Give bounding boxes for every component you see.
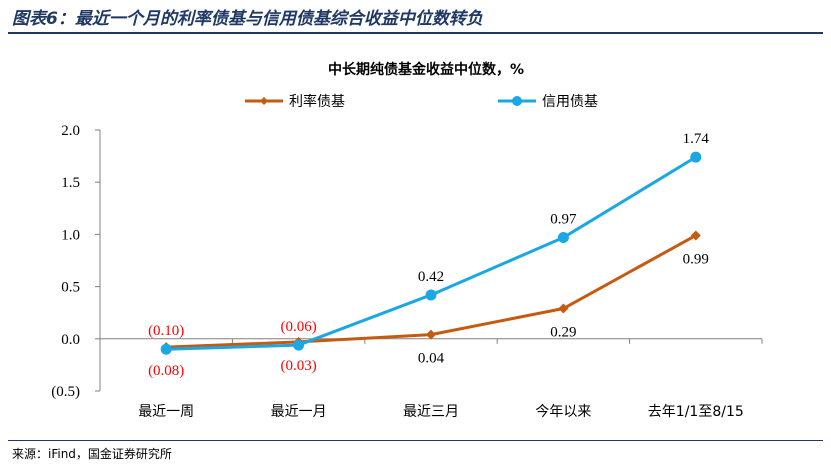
y-tick-label: 0.5 (61, 280, 80, 296)
y-tick-label: 1.0 (61, 227, 80, 243)
title-rule (8, 32, 823, 34)
legend-label: 信用债基 (542, 93, 598, 110)
series-layer: (0.08) (0.03) 0.04 0.29 0.99 (0.10) (0.06) 0.42… (148, 131, 709, 379)
legend-marker (260, 97, 268, 105)
data-label: (0.10) (148, 323, 184, 339)
x-tick-label: 去年1/1至8/15 (648, 404, 744, 420)
series-line (166, 155, 697, 351)
data-label: 0.42 (418, 269, 444, 285)
data-label: 0.97 (550, 212, 577, 228)
data-label: 0.99 (683, 251, 709, 267)
x-tick-label: 最近一周 (138, 404, 194, 420)
source-rule (8, 440, 823, 441)
chart-title: 中长期纯债基金收益中位数，% (328, 61, 524, 78)
data-point (557, 232, 569, 244)
data-point (690, 151, 702, 163)
y-tick-label: 1.5 (61, 175, 80, 191)
data-point (425, 289, 437, 301)
data-label: 0.04 (418, 351, 445, 367)
data-label: (0.03) (280, 358, 316, 374)
data-label: 0.29 (550, 325, 576, 341)
data-point (293, 339, 305, 351)
data-label: (0.08) (148, 363, 184, 379)
data-point (426, 329, 436, 340)
y-tick-label: 0.0 (61, 332, 80, 348)
data-point (160, 343, 172, 355)
legend-item-1: 利率债基 (245, 93, 345, 110)
data-label: (0.06) (280, 319, 316, 335)
series-1: (0.08) (0.03) 0.04 0.29 0.99 (148, 230, 709, 379)
y-tick-label: (0.5) (51, 384, 80, 400)
y-tick-label: 2.0 (61, 123, 80, 139)
x-tick-label: 今年以来 (535, 404, 591, 420)
legend-item-2: 信用债基 (498, 93, 598, 110)
source-note: 来源：iFind，国金证券研究所 (12, 447, 172, 461)
figure-title: 图表6：最近一个月的利率债基与信用债基综合收益中位数转负 (12, 9, 483, 29)
series-2: (0.10) (0.06) 0.42 0.97 1.74 (148, 131, 709, 355)
x-tick-label: 最近一月 (271, 404, 327, 420)
data-label: 1.74 (683, 131, 710, 147)
x-tick-label: 最近三月 (403, 404, 459, 420)
data-point (558, 303, 569, 314)
legend-label: 利率债基 (289, 93, 345, 110)
legend-marker (512, 96, 522, 106)
legend: 利率债基 信用债基 (245, 93, 598, 110)
data-point (690, 230, 701, 241)
